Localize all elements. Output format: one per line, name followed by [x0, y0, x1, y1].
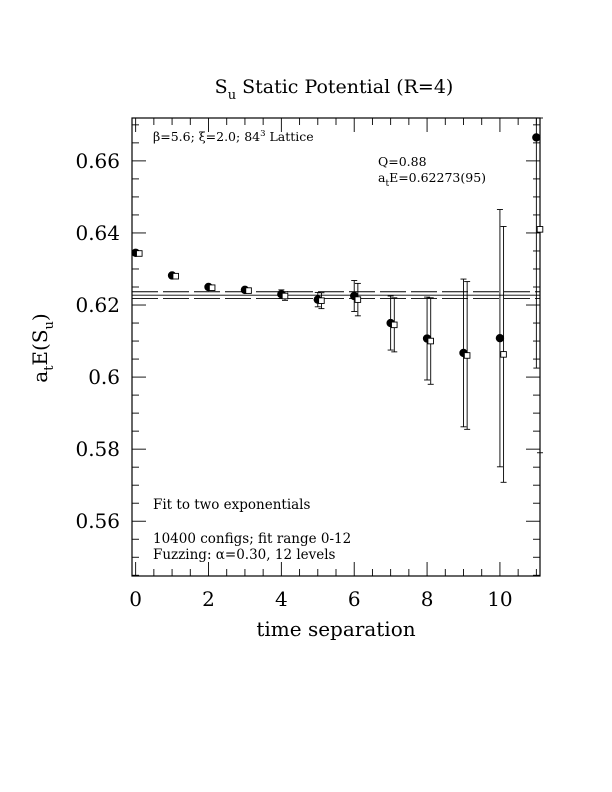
y-tick-label: 0.56 [75, 509, 120, 533]
data-point [500, 351, 507, 358]
fit-energy-annotation: atE=0.62273(95) [378, 170, 486, 189]
data-point [354, 296, 362, 303]
data-point [463, 352, 471, 359]
lattice-annotation: β=5.6; ξ=2.0; 843 Lattice [153, 129, 314, 144]
data-point [136, 250, 143, 257]
x-tick-label: 0 [129, 587, 142, 611]
y-axis-label: atE(Su) [28, 313, 57, 382]
data-point [532, 133, 541, 142]
y-tick-label: 0.62 [75, 293, 120, 317]
x-tick-label: 6 [348, 587, 361, 611]
fuzzing-annotation: Fuzzing: α=0.30, 12 levels [153, 547, 336, 563]
chart-title: Su Static Potential (R=4) [215, 76, 454, 103]
y-tick-label: 0.64 [75, 221, 120, 245]
x-tick-label: 8 [421, 587, 434, 611]
data-point [281, 292, 289, 300]
y-tick-label: 0.6 [88, 365, 120, 389]
fit-band [132, 291, 540, 300]
data-point [172, 272, 179, 280]
x-tick-labels: 0 2 4 6 8 10 [129, 587, 512, 611]
data-point [318, 297, 325, 304]
x-axis-label: time separation [256, 617, 415, 641]
series-open-square [136, 117, 544, 483]
plot-area [131, 117, 544, 577]
data-point [391, 321, 398, 329]
data-point [495, 333, 505, 343]
y-tick-label: 0.58 [75, 437, 120, 461]
y-tick-labels: 0.56 0.58 0.6 0.62 0.64 0.66 [75, 149, 120, 533]
configs-annotation: 10400 configs; fit range 0-12 [153, 531, 351, 547]
x-tick-label: 4 [275, 587, 288, 611]
data-point [245, 287, 252, 294]
data-point [208, 284, 216, 291]
data-series [131, 117, 544, 483]
fit-type-annotation: Fit to two exponentials [153, 497, 311, 513]
data-point [427, 337, 434, 345]
q-value-annotation: Q=0.88 [378, 154, 427, 169]
y-tick-label: 0.66 [75, 149, 120, 173]
x-tick-label: 10 [487, 587, 512, 611]
data-point [536, 226, 544, 233]
x-tick-label: 2 [202, 587, 215, 611]
